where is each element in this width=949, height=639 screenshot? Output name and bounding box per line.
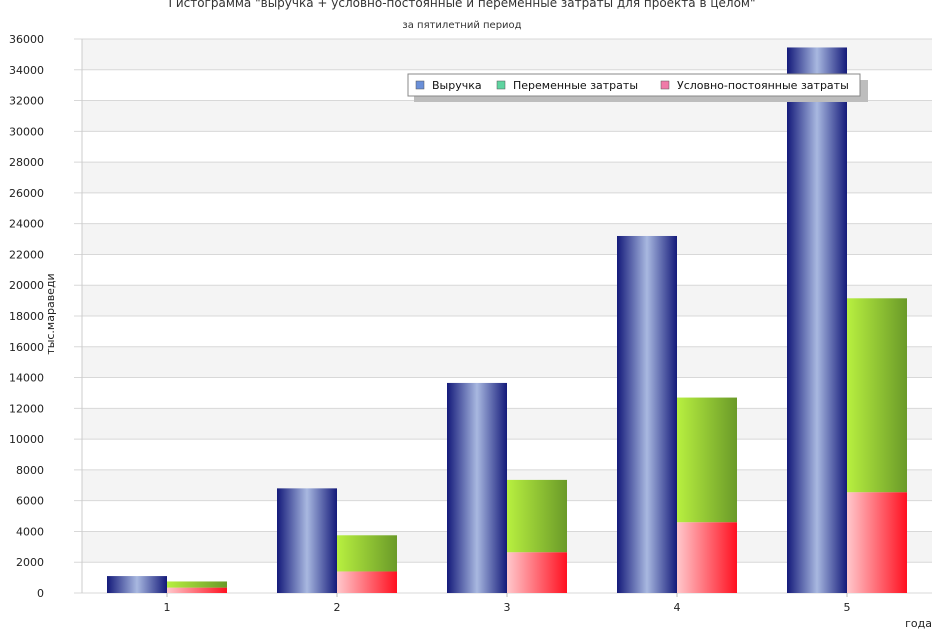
y-tick-label: 18000	[9, 310, 44, 323]
y-tick-label: 2000	[16, 556, 44, 569]
y-tick-label: 28000	[9, 156, 44, 169]
x-tick-label: 1	[164, 601, 171, 614]
y-tick-label: 32000	[9, 95, 44, 108]
y-tick-label: 10000	[9, 433, 44, 446]
legend-swatch	[496, 80, 506, 90]
bars	[107, 47, 907, 594]
bar-variable-costs	[847, 298, 907, 493]
y-tick-label: 26000	[9, 187, 44, 200]
bar-variable-costs	[677, 397, 737, 523]
y-tick-label: 12000	[9, 402, 44, 415]
chart-title: Гистограмма "выручка + условно-постоянны…	[169, 0, 756, 10]
x-tick-label: 5	[844, 601, 851, 614]
legend-label: Выручка	[432, 79, 482, 92]
legend-label: Переменные затраты	[513, 79, 638, 92]
y-tick-label: 4000	[16, 525, 44, 538]
legend-box	[407, 73, 861, 97]
y-tick-label: 14000	[9, 372, 44, 385]
bar-fixed-costs	[677, 522, 737, 593]
bar-fixed-costs	[167, 587, 227, 593]
legend-swatch	[415, 80, 425, 90]
bar-variable-costs	[337, 535, 397, 572]
y-tick-label: 34000	[9, 64, 44, 77]
bar-fixed-costs	[847, 492, 907, 593]
x-axis-ticks: 1 2 3 4 5	[164, 593, 851, 614]
bar-revenue	[447, 382, 507, 593]
y-tick-label: 20000	[9, 279, 44, 292]
bar-variable-costs	[507, 479, 567, 553]
x-axis-label: года	[905, 617, 932, 630]
y-tick-label: 36000	[9, 33, 44, 46]
bar-revenue	[617, 235, 677, 593]
bar-revenue	[787, 47, 847, 594]
y-tick-label: 22000	[9, 248, 44, 261]
y-axis-label: тыс.мараведи	[44, 273, 57, 354]
bar-fixed-costs	[507, 552, 567, 593]
y-axis-ticks: 0 2000 4000 6000 8000 10000 12000 14000 16000 180…	[9, 33, 44, 600]
chart-subtitle: за пятилетний период	[402, 20, 521, 31]
y-tick-label: 0	[37, 587, 44, 600]
legend-label: Условно-постоянные затраты	[677, 79, 849, 92]
y-tick-label: 30000	[9, 125, 44, 138]
legend-swatch	[660, 80, 670, 90]
y-tick-label: 6000	[16, 495, 44, 508]
bar-revenue	[107, 576, 167, 593]
legend: Выручка Переменные затраты Условно-постоян…	[407, 73, 868, 102]
y-tick-label: 8000	[16, 464, 44, 477]
x-tick-label: 4	[674, 601, 681, 614]
x-tick-label: 3	[504, 601, 511, 614]
bar-fixed-costs	[337, 571, 397, 593]
y-tick-label: 16000	[9, 341, 44, 354]
y-tick-label: 24000	[9, 218, 44, 231]
bar-revenue	[277, 488, 337, 593]
bar-variable-costs	[167, 581, 227, 588]
x-tick-label: 2	[334, 601, 341, 614]
